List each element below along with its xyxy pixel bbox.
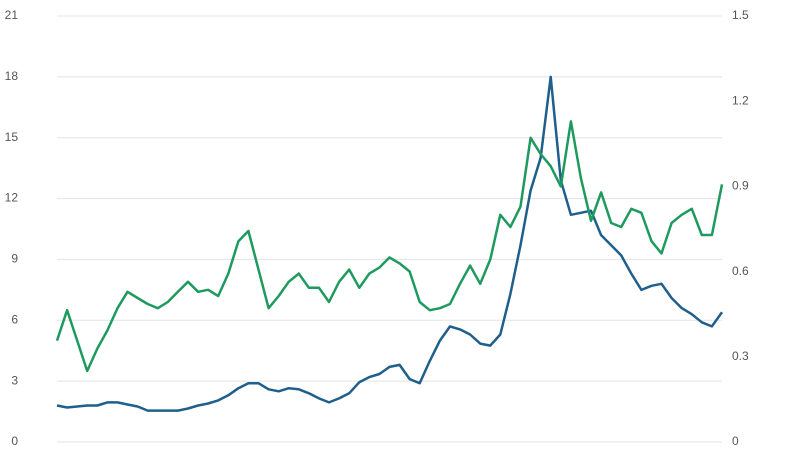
series-line [56, 75, 724, 412]
y-tick-label: 9 [11, 252, 18, 266]
y2-tick-label: 0.3 [732, 349, 749, 363]
y-tick-label: 21 [5, 8, 19, 22]
y-tick-label: 12 [5, 191, 19, 205]
y-tick-label: 3 [11, 373, 18, 387]
y2-tick-label: 1.2 [732, 93, 749, 107]
y2-tick-label: 1.5 [732, 8, 749, 22]
y-tick-label: 0 [11, 434, 18, 448]
y-tick-label: 18 [5, 69, 19, 83]
y2-tick-label: 0.6 [732, 264, 749, 278]
series-line [55, 120, 724, 373]
y2-tick-label: 0.9 [732, 179, 749, 193]
y-tick-label: 15 [5, 130, 19, 144]
y-tick-label: 6 [11, 312, 18, 326]
y2-tick-label: 0 [732, 434, 739, 448]
